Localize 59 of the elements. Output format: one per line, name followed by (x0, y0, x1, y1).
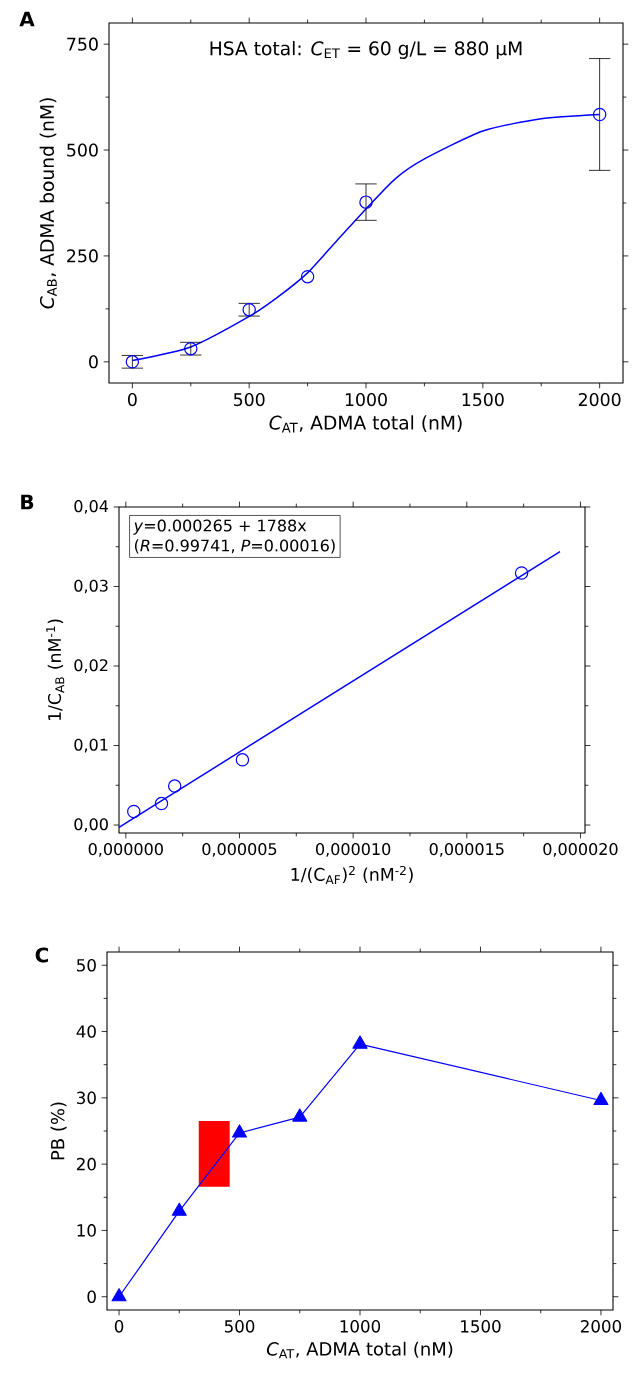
x-tick-label: 0,000005 (202, 843, 277, 857)
annotation: y=0.000265 + 1788x (133, 519, 307, 535)
x-tick-label: 2000 (578, 393, 621, 407)
x-tick-label: 500 (224, 1320, 255, 1333)
point (300, 269, 315, 284)
x-tick-label: 0,000000 (88, 843, 163, 857)
point (235, 753, 250, 767)
point (167, 779, 182, 793)
point (359, 195, 373, 209)
point (232, 1124, 248, 1138)
x-axis-title: C$_{AT}$, ADMA total (nM) (266, 1341, 453, 1359)
chart-title: B (21, 494, 34, 510)
x-tick-label: 1000 (340, 1320, 381, 1333)
y-tick-label: 40 (76, 1025, 96, 1038)
point (154, 796, 169, 811)
y-tick-label: 0,03 (74, 579, 108, 594)
x-axis-title: 1/(C$_{AF}$)$^{2}$ (nM$^{-2}$) (291, 865, 413, 885)
x-tick-label: 1500 (461, 1320, 501, 1333)
y-tick-label: 30 (77, 1091, 96, 1105)
x-tick-label: 0,000010 (316, 843, 391, 857)
chart-title: A (19, 11, 35, 27)
y-tick-label: 0 (87, 1290, 96, 1304)
point (184, 341, 198, 356)
y-tick-label: 0,02 (74, 659, 108, 673)
point (514, 566, 529, 580)
x-axis-title: C$_{AT}$, ADMA total (nM) (269, 415, 462, 433)
y-tick-label: 0,00 (74, 818, 108, 832)
point (125, 355, 140, 369)
x-tick-label: 500 (233, 393, 265, 407)
y-tick-label: 50 (77, 958, 96, 972)
annotation: HSA total: C$_{ET}$ = 60 g/L = 880 µM (210, 40, 522, 60)
x-tick-label: 1000 (345, 393, 387, 407)
y-tick-label: 750 (67, 37, 98, 51)
x-tick-label: 0,000020 (543, 843, 618, 857)
x-tick-label: 2000 (580, 1320, 622, 1333)
point (171, 1202, 187, 1216)
y-tick-label: 0,01 (74, 738, 108, 753)
y-axis-title: PB (%) (50, 1102, 67, 1160)
x-tick-label: 1500 (462, 393, 504, 407)
point (352, 1035, 368, 1049)
x-tick-label: 0 (128, 393, 137, 407)
x-tick-label: 0 (114, 1320, 124, 1333)
y-tick-label: 0 (89, 355, 98, 369)
point (292, 1108, 308, 1122)
y-tick-label: 500 (67, 143, 98, 157)
annotation: (R=0.99741, P=0.00016) (134, 539, 335, 554)
point (127, 804, 141, 819)
x-tick-label: 0,000015 (429, 843, 504, 857)
chart-title: C (35, 947, 49, 963)
y-axis-title: C$_{AB}$, ADMA bound (nM) (39, 98, 57, 309)
y-axis-title: 1/C$_{AB}$ (nM$^{-1}$) (46, 619, 65, 721)
point (111, 1288, 127, 1302)
point (592, 107, 607, 122)
y-tick-label: 0,04 (74, 500, 109, 514)
y-tick-label: 250 (67, 249, 98, 263)
y-tick-label: 10 (77, 1224, 96, 1237)
point (242, 302, 256, 317)
point (593, 1091, 609, 1106)
y-tick-label: 20 (76, 1157, 96, 1171)
